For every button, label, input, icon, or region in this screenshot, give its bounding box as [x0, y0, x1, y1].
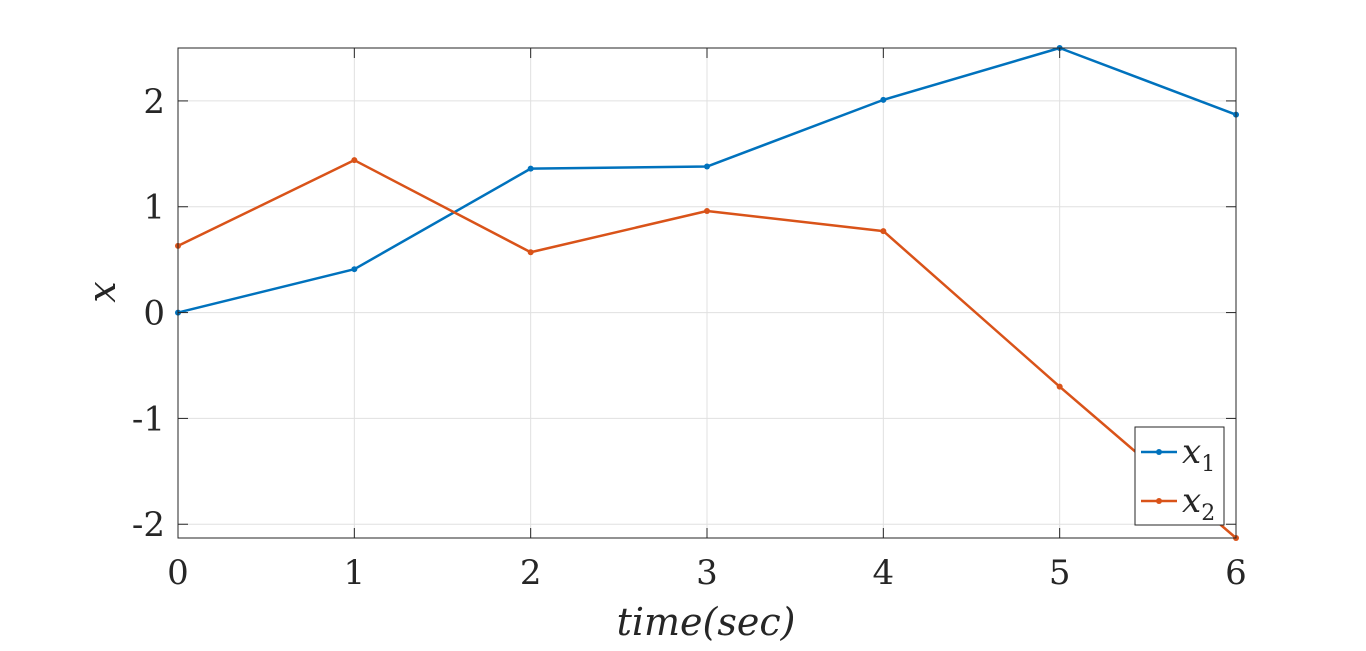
y-axis-label: x	[80, 281, 124, 302]
series-1-point	[351, 266, 358, 273]
y-tick-label: 1	[143, 188, 165, 228]
x-tick-label: 4	[873, 553, 895, 593]
series-1-point	[527, 165, 534, 172]
y-tick-label: -1	[132, 399, 165, 439]
x-tick-label: 6	[1225, 553, 1247, 593]
series-2-point	[1056, 383, 1063, 390]
legend-label-1: x1	[1182, 432, 1215, 477]
series-1-point	[880, 96, 887, 103]
legend-marker-2	[1156, 498, 1162, 504]
legend-label-subscript: 2	[1201, 501, 1215, 526]
legend-label-main: x	[1182, 481, 1201, 521]
legend-box	[1134, 426, 1225, 526]
series-2-point	[704, 207, 710, 214]
legend-label-2: x2	[1182, 481, 1215, 526]
tick-labels: 0 1 2 3 4 5 6 2 1 0 -1 -2	[132, 82, 1247, 593]
series-1-point	[704, 163, 710, 170]
axis-ticks	[177, 48, 1237, 538]
x-tick-label: 2	[520, 553, 542, 593]
y-tick-label: 0	[143, 294, 165, 334]
series-2-point	[351, 157, 358, 164]
x-tick-label: 1	[344, 553, 366, 593]
x-tick-label: 0	[167, 553, 189, 593]
y-tick-label: -2	[132, 505, 165, 545]
legend-label-main: x	[1182, 432, 1201, 472]
legend-label-subscript: 1	[1201, 452, 1215, 477]
legend-marker-1	[1156, 449, 1162, 455]
grid-lines	[177, 48, 1237, 538]
y-tick-label: 2	[143, 82, 165, 122]
x-tick-label: 5	[1049, 553, 1071, 593]
x-tick-label: 3	[696, 553, 718, 593]
x-axis-label: time(sec)	[617, 600, 796, 644]
series-2-point	[527, 249, 534, 256]
series-2-point	[880, 228, 887, 235]
